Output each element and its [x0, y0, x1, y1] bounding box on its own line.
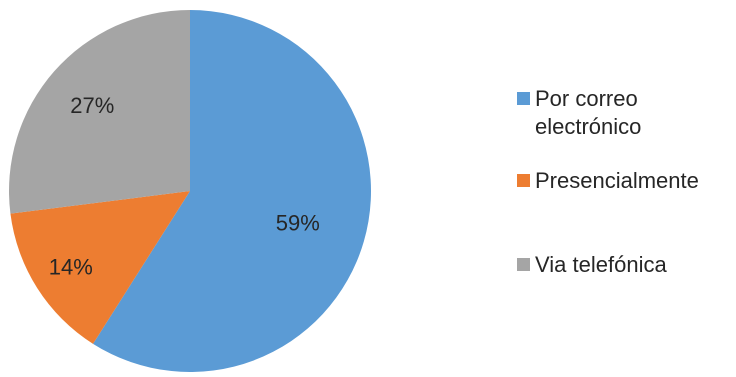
legend-label-2-line-1: Presencialmente: [535, 168, 699, 193]
pie-data-labels: 59% 14% 27%: [49, 93, 320, 280]
pie-slices: [8, 10, 371, 372]
legend-swatch-1: [517, 92, 530, 105]
legend-swatch-3: [517, 258, 530, 271]
pie-slice-2: [10, 191, 190, 344]
legend: Por correo electrónico Presencialmente Via …: [517, 86, 699, 277]
data-label-2: 14%: [49, 255, 93, 280]
data-label-3: 27%: [70, 93, 114, 118]
legend-label-1-line-1: Por correo: [535, 86, 638, 111]
data-label-1: 59%: [276, 210, 320, 235]
pie-slice-3: [8, 10, 190, 214]
pie-slice-1: [93, 10, 371, 372]
legend-swatch-2: [517, 174, 530, 187]
legend-label-1-line-2: electrónico: [535, 114, 641, 139]
legend-label-3-line-1: Via telefónica: [535, 252, 667, 277]
